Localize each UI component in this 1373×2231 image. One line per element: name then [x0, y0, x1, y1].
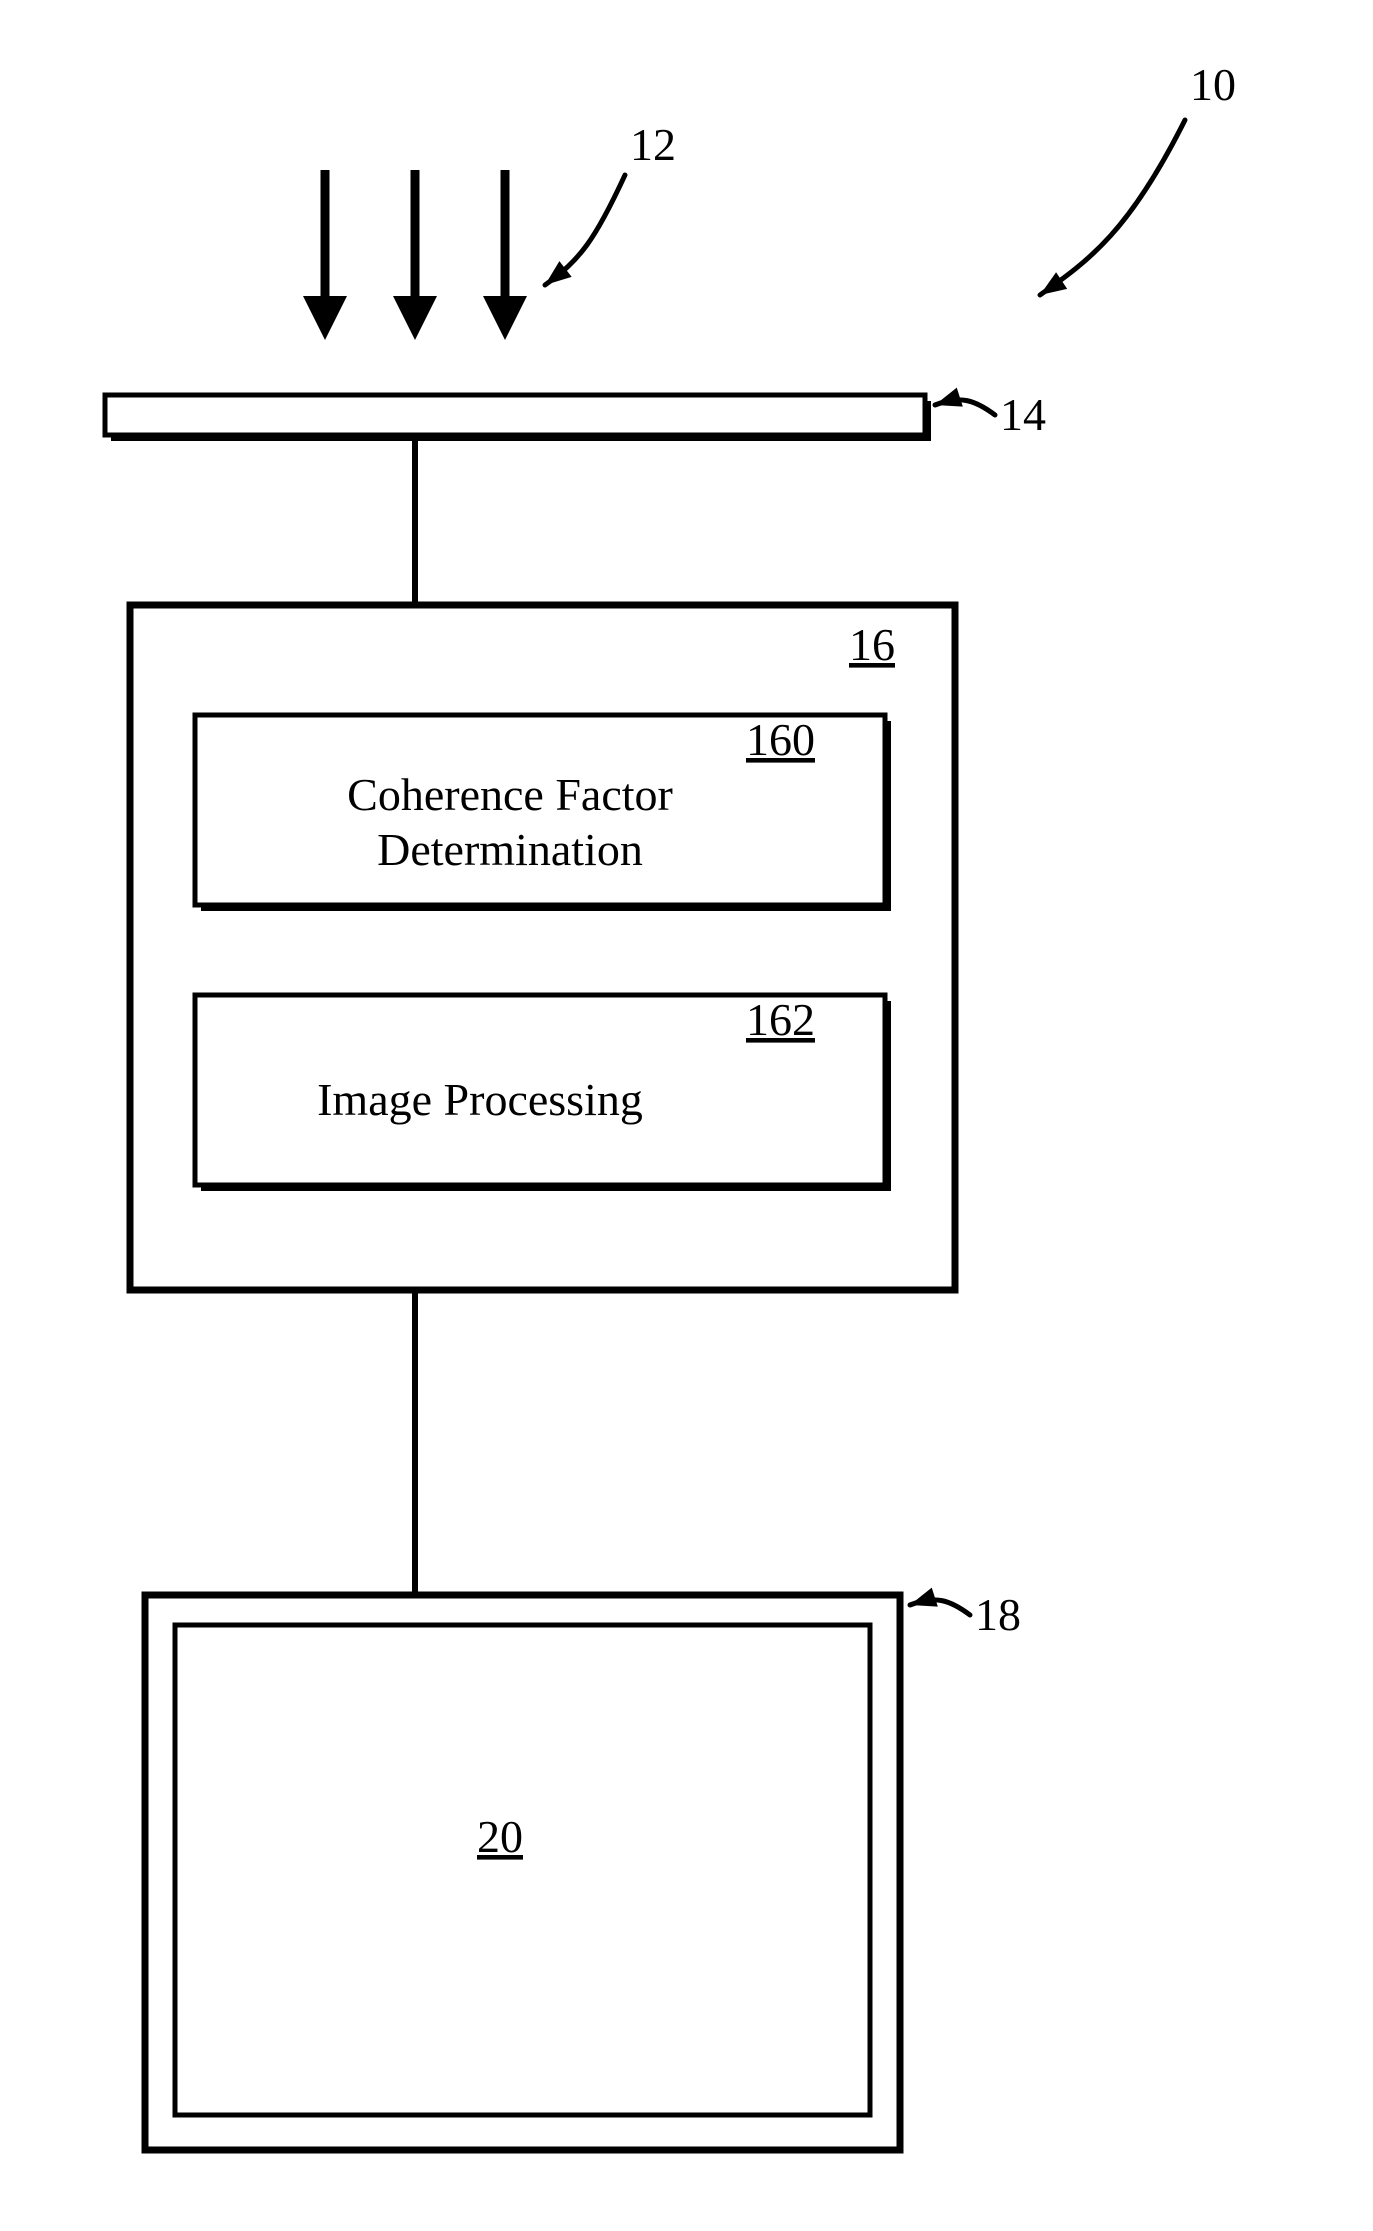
- coherence-factor-label-1: Coherence Factor: [347, 769, 673, 820]
- transducer-bar: [105, 395, 925, 435]
- ref-proc: 16: [849, 619, 895, 670]
- image-processing-label: Image Processing: [317, 1074, 643, 1125]
- ref-ip: 162: [746, 994, 815, 1045]
- ref-cf: 160: [746, 714, 815, 765]
- ref-arrows: 12: [630, 119, 676, 170]
- ref-screen: 20: [477, 1811, 523, 1862]
- ref-display: 18: [975, 1589, 1021, 1640]
- ref-bar: 14: [1000, 389, 1046, 440]
- ref-system: 10: [1190, 59, 1236, 110]
- coherence-factor-label-2: Determination: [377, 824, 643, 875]
- display-inner: [175, 1625, 870, 2115]
